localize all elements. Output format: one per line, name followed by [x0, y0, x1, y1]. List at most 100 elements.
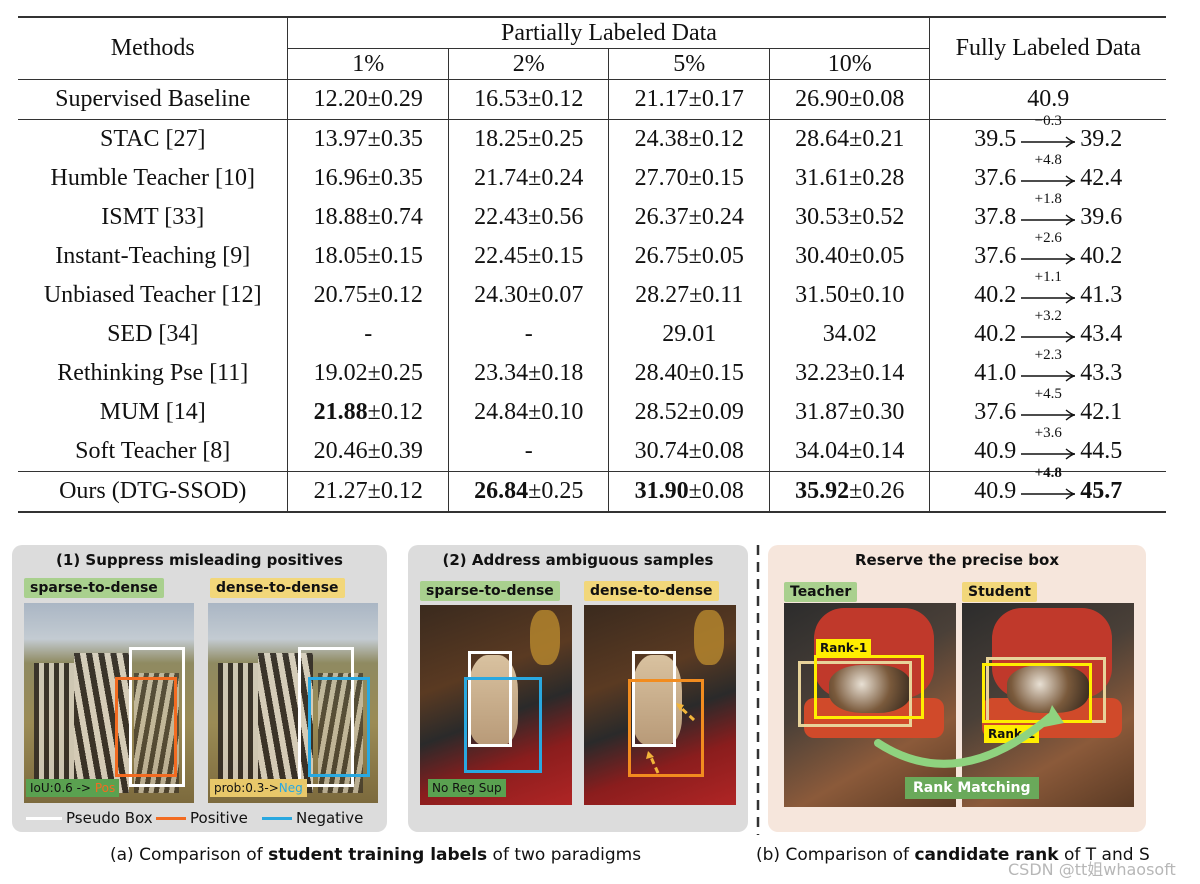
iou-label-text: IoU:0.6 ->	[30, 781, 95, 795]
header-split-1: 1%	[287, 48, 449, 80]
map-value-cell: 30.74±0.08	[608, 432, 770, 472]
map-std: ±0.15	[528, 243, 584, 269]
map-value-cell: 24.38±0.12	[608, 119, 770, 159]
full-data-cell: 37.8 +1.8 39.6	[930, 192, 1166, 237]
map-std: ±0.08	[688, 478, 744, 504]
map-value-cell: 26.75±0.05	[608, 237, 770, 276]
map-mean: 30.74	[634, 438, 689, 464]
rank1-box-student	[982, 663, 1092, 723]
full-to: 43.4	[1080, 321, 1123, 347]
caption-b-pre: (b) Comparison of	[756, 845, 915, 865]
map-std: ±0.30	[849, 399, 905, 425]
map-mean: 28.27	[635, 282, 690, 308]
map-std: ±0.15	[367, 243, 423, 269]
full-data-cell: 37.6 +4.5 42.1	[930, 387, 1166, 432]
improvement-arrow-icon: +2.3	[1020, 348, 1076, 386]
map-std: ±0.15	[688, 165, 744, 191]
method-name: MUM [14]	[18, 393, 289, 432]
map-mean: 21.74	[474, 165, 529, 191]
chair-cat-image-teacher: Rank-1	[784, 603, 956, 807]
full-from: 37.6	[974, 399, 1017, 425]
map-mean: 24.30	[474, 282, 529, 308]
rank-matching-arrow	[874, 705, 1064, 768]
map-mean: -	[524, 438, 533, 464]
map-mean: 20.75	[313, 282, 368, 308]
pseudo-box-cat-right	[632, 651, 676, 747]
map-std: ±0.26	[849, 478, 905, 504]
prob-label-neg: Neg	[278, 781, 303, 795]
full-data-cell: 40.2 +1.1 41.3	[930, 270, 1166, 315]
full-from: 40.2	[974, 282, 1017, 308]
map-std: ±0.24	[688, 204, 744, 230]
map-value-cell: 22.43±0.56	[448, 198, 610, 237]
map-value-cell: 24.84±0.10	[448, 393, 610, 432]
method-row: Rethinking Pse [11] 19.02±0.25 23.34±0.18 2…	[18, 348, 1166, 393]
map-std: ±0.25	[367, 360, 423, 386]
map-value-cell: 29.01	[608, 315, 770, 354]
full-from: 37.6	[974, 243, 1017, 269]
improvement-arrow-icon: +1.8	[1020, 192, 1076, 230]
improvement-arrow-icon: +4.8	[1020, 153, 1076, 191]
improvement-arrow-icon: −0.3	[1020, 114, 1076, 152]
negative-box-cat-left	[464, 677, 542, 773]
map-mean: 30.40	[795, 243, 850, 269]
map-value-cell: 35.92±0.26	[769, 471, 931, 513]
full-to: 39.2	[1080, 126, 1123, 152]
legend-pseudo-text: Pseudo Box	[66, 809, 153, 827]
map-mean: 22.43	[474, 204, 529, 230]
panel-precise-box: Reserve the precise box Teacher Student …	[768, 545, 1146, 832]
iou-label-pos: Pos	[94, 781, 116, 795]
full-from: 37.8	[974, 204, 1017, 230]
map-value-cell: 28.64±0.21	[769, 119, 931, 159]
map-value-cell: 32.23±0.14	[769, 354, 931, 393]
map-std: ±0.74	[367, 204, 423, 230]
map-value-cell: 26.37±0.24	[608, 198, 770, 237]
method-name: STAC [27]	[18, 119, 289, 159]
baseline-method: Supervised Baseline	[18, 79, 289, 120]
legend-negative-text: Negative	[296, 809, 364, 827]
map-value-cell: 28.40±0.15	[608, 354, 770, 393]
zebra-image-left: IoU:0.6 -> Pos	[24, 603, 194, 803]
method-row: SED [34] - - 29.01 34.02 40.2 +3.2 43.4	[18, 309, 1166, 354]
baseline-10: 26.90±0.08	[769, 79, 931, 120]
full-to: 45.7	[1080, 478, 1123, 504]
results-table: Methods Partially Labeled Data Fully Lab…	[18, 16, 1166, 513]
map-value-cell: -	[448, 432, 610, 472]
map-mean: 20.46	[313, 438, 368, 464]
map-value-cell: 24.30±0.07	[448, 276, 610, 315]
positive-box-cat-right	[628, 679, 704, 777]
full-data-cell: 40.9 +3.6 44.5	[930, 426, 1166, 472]
map-value-cell: 21.74±0.24	[448, 159, 610, 198]
map-value-cell: 31.87±0.30	[769, 393, 931, 432]
baseline-2: 16.53±0.12	[448, 79, 610, 120]
caption-a-bold: student training labels	[268, 845, 488, 865]
map-value-cell: 30.40±0.05	[769, 237, 931, 276]
header-split-5: 5%	[608, 48, 770, 80]
panel-divider	[756, 545, 760, 835]
method-row: MUM [14] 21.88±0.12 24.84±0.10 28.52±0.09 31…	[18, 387, 1166, 432]
panel-ambiguous-samples: (2) Address ambiguous samples sparse-to-…	[408, 545, 748, 832]
map-mean: 31.87	[795, 399, 850, 425]
map-std: ±0.14	[849, 438, 905, 464]
baseline-1: 12.20±0.29	[287, 79, 449, 120]
full-to: 41.3	[1080, 282, 1123, 308]
map-mean: 23.34	[474, 360, 529, 386]
map-std: ±0.05	[849, 243, 905, 269]
map-value-cell: 20.46±0.39	[287, 432, 449, 472]
ours-row: Ours (DTG-SSOD) 21.27±0.12 26.84±0.25 31.90…	[18, 466, 1166, 513]
prob-label-text: prob:0.3->	[214, 781, 279, 795]
map-std: ±0.56	[528, 204, 584, 230]
iou-label: IoU:0.6 -> Pos	[26, 779, 120, 797]
map-mean: 24.38	[634, 126, 689, 152]
legend-pseudo-line	[26, 817, 62, 820]
full-delta: −0.3	[1034, 113, 1062, 130]
baseline-5: 21.17±0.17	[608, 79, 770, 120]
legend-positive-text: Positive	[190, 809, 248, 827]
map-mean: 26.37	[634, 204, 689, 230]
full-data-cell: 41.0 +2.3 43.3	[930, 348, 1166, 393]
map-value-cell: 23.34±0.18	[448, 354, 610, 393]
map-mean: 31.90	[634, 478, 689, 504]
map-std: ±0.11	[689, 282, 744, 308]
map-mean: 21.88	[313, 399, 368, 425]
negative-box-right	[308, 677, 370, 777]
